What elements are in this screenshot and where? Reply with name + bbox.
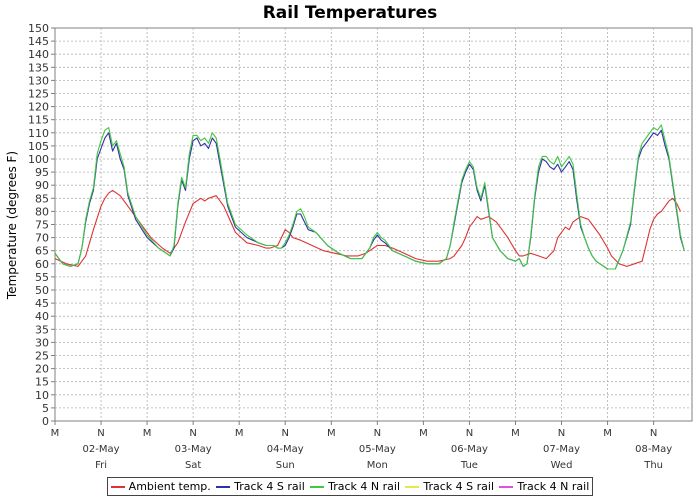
- y-tick-label: 5: [42, 402, 49, 415]
- legend-item: Ambient temp.: [110, 480, 211, 493]
- y-tick-label: 0: [42, 415, 49, 428]
- x-tick-label: M: [235, 428, 244, 439]
- legend-swatch: [110, 485, 125, 488]
- date-label: 04-May: [267, 444, 304, 455]
- day-label: Fri: [95, 460, 107, 471]
- legend: Ambient temp. Track 4 S rail Track 4 N rai…: [107, 477, 593, 496]
- x-tick-label: M: [51, 428, 60, 439]
- y-tick-label: 135: [28, 61, 49, 74]
- x-tick-label: M: [511, 428, 520, 439]
- legend-label: Track 4 S rail: [234, 480, 305, 493]
- y-tick-label: 100: [28, 153, 49, 166]
- x-tick-label: M: [327, 428, 336, 439]
- day-label: Wed: [551, 460, 573, 471]
- x-tick-label: N: [374, 428, 381, 439]
- x-tick-label: N: [189, 428, 196, 439]
- x-tick-label: N: [281, 428, 288, 439]
- day-label: Mon: [367, 460, 388, 471]
- y-tick-label: 50: [35, 284, 49, 297]
- date-label: 02-May: [83, 444, 120, 455]
- y-tick-label: 90: [35, 179, 49, 192]
- date-label: 07-May: [543, 444, 580, 455]
- y-tick-label: 110: [28, 127, 49, 140]
- y-tick-label: 150: [28, 22, 49, 35]
- series-line-ambient-temp: [54, 189, 681, 267]
- y-tick-label: 55: [35, 271, 49, 284]
- x-tick-label: M: [603, 428, 612, 439]
- legend-label: Track 4 N rail: [517, 480, 590, 493]
- y-tick-label: 145: [28, 35, 49, 48]
- y-tick-label: 10: [35, 389, 49, 402]
- y-tick-label: 60: [35, 258, 49, 271]
- y-tick-label: 25: [35, 350, 49, 363]
- legend-item: Track 4 N rail: [499, 480, 589, 493]
- x-tick-label: M: [419, 428, 428, 439]
- legend-item: Track 4 N rail: [310, 480, 400, 493]
- y-tick-label: 65: [35, 245, 49, 258]
- legend-label: Track 4 N rail: [328, 480, 401, 493]
- legend-item: Track 4 S rail: [216, 480, 305, 493]
- y-tick-label: 35: [35, 323, 49, 336]
- legend-swatch: [310, 485, 325, 488]
- series-line-track-4-n-rail: [54, 124, 685, 270]
- x-tick-label: M: [143, 428, 152, 439]
- y-tick-label: 40: [35, 310, 49, 323]
- legend-item: Track 4 S rail: [405, 480, 494, 493]
- day-label: Sat: [185, 460, 201, 471]
- chart-title: Rail Temperatures: [262, 3, 438, 23]
- x-tick-label: N: [466, 428, 473, 439]
- legend-swatch: [499, 485, 514, 488]
- x-tick-label: N: [558, 428, 565, 439]
- y-tick-label: 105: [28, 140, 49, 153]
- y-tick-label: 70: [35, 232, 49, 245]
- day-label: Thu: [643, 460, 663, 471]
- date-label: 05-May: [359, 444, 396, 455]
- y-tick-label: 125: [28, 88, 49, 101]
- y-tick-label: 120: [28, 101, 49, 114]
- date-label: 03-May: [175, 444, 212, 455]
- y-tick-label: 30: [35, 336, 49, 349]
- y-tick-label: 115: [28, 114, 49, 127]
- y-tick-label: 85: [35, 192, 49, 205]
- day-label: Sun: [276, 460, 295, 471]
- x-tick-label: N: [97, 428, 104, 439]
- x-tick-label: N: [650, 428, 657, 439]
- legend-label: Track 4 S rail: [423, 480, 495, 493]
- y-tick-label: 45: [35, 297, 49, 310]
- legend-swatch: [216, 485, 231, 488]
- y-tick-label: 130: [28, 74, 49, 87]
- y-tick-label: 20: [35, 363, 49, 376]
- y-tick-label: 95: [35, 166, 49, 179]
- date-label: 06-May: [451, 444, 488, 455]
- y-tick-label: 75: [35, 219, 49, 232]
- legend-label: Ambient temp.: [128, 480, 211, 493]
- y-tick-label: 140: [28, 48, 49, 61]
- legend-swatch: [405, 485, 420, 488]
- day-label: Tue: [460, 460, 478, 471]
- y-tick-label: 15: [35, 376, 49, 389]
- y-tick-label: 80: [35, 205, 49, 218]
- date-label: 08-May: [635, 444, 672, 455]
